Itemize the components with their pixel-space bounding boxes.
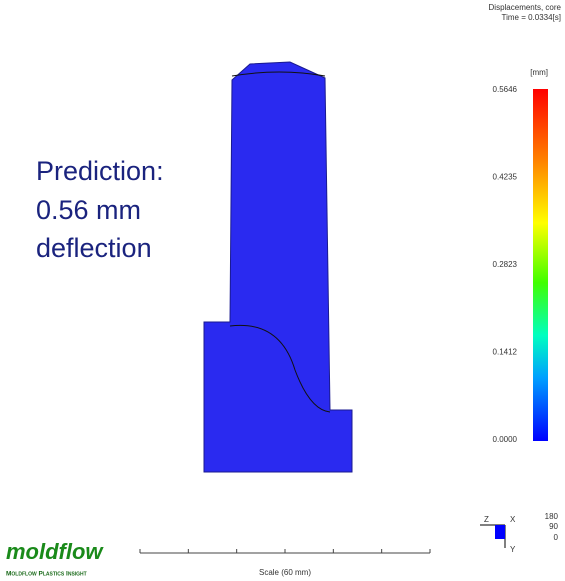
annotation-line: deflection xyxy=(36,233,152,263)
legend-label: 0.1412 xyxy=(493,348,518,357)
legend-label: 0.0000 xyxy=(493,435,518,444)
legend-label: 0.5646 xyxy=(493,85,518,94)
logo-product: Moldflow Plastics Insight xyxy=(6,571,87,578)
annotation-line: Prediction: xyxy=(36,156,164,186)
legend-label: 0.2823 xyxy=(493,260,518,269)
angle: 180 xyxy=(545,512,559,521)
angle: 0 xyxy=(554,533,559,542)
triad-label: X xyxy=(510,515,516,524)
result-name: Displacements, core xyxy=(489,3,562,12)
scale-label: Scale (60 mm) xyxy=(259,568,311,577)
legend-labels: 0.5646 0.4235 0.2823 0.1412 0.0000 xyxy=(493,85,518,444)
legend-unit: [mm] xyxy=(530,68,548,77)
angle: 90 xyxy=(549,522,558,531)
result-time: Time = 0.0334[s] xyxy=(501,13,561,22)
triad-box xyxy=(495,525,505,539)
legend-label: 0.4235 xyxy=(493,173,518,182)
triad-label: Z xyxy=(484,515,489,524)
logo-name: moldflow xyxy=(6,539,104,564)
triad: Z X Y 180 90 0 xyxy=(480,512,559,554)
annotation-line: 0.56 mm xyxy=(36,195,141,225)
viewer: Displacements, core Time = 0.0334[s] Pre… xyxy=(0,0,565,581)
logo: moldflow Moldflow Plastics Insight xyxy=(6,539,104,578)
part-model xyxy=(204,62,352,472)
scale-bar: Scale (60 mm) xyxy=(140,549,430,577)
scale-ticks xyxy=(140,549,430,553)
triad-label: Y xyxy=(510,545,516,554)
part-body xyxy=(204,62,352,472)
color-bar xyxy=(533,89,548,441)
annotation: Prediction: 0.56 mm deflection xyxy=(36,156,164,263)
